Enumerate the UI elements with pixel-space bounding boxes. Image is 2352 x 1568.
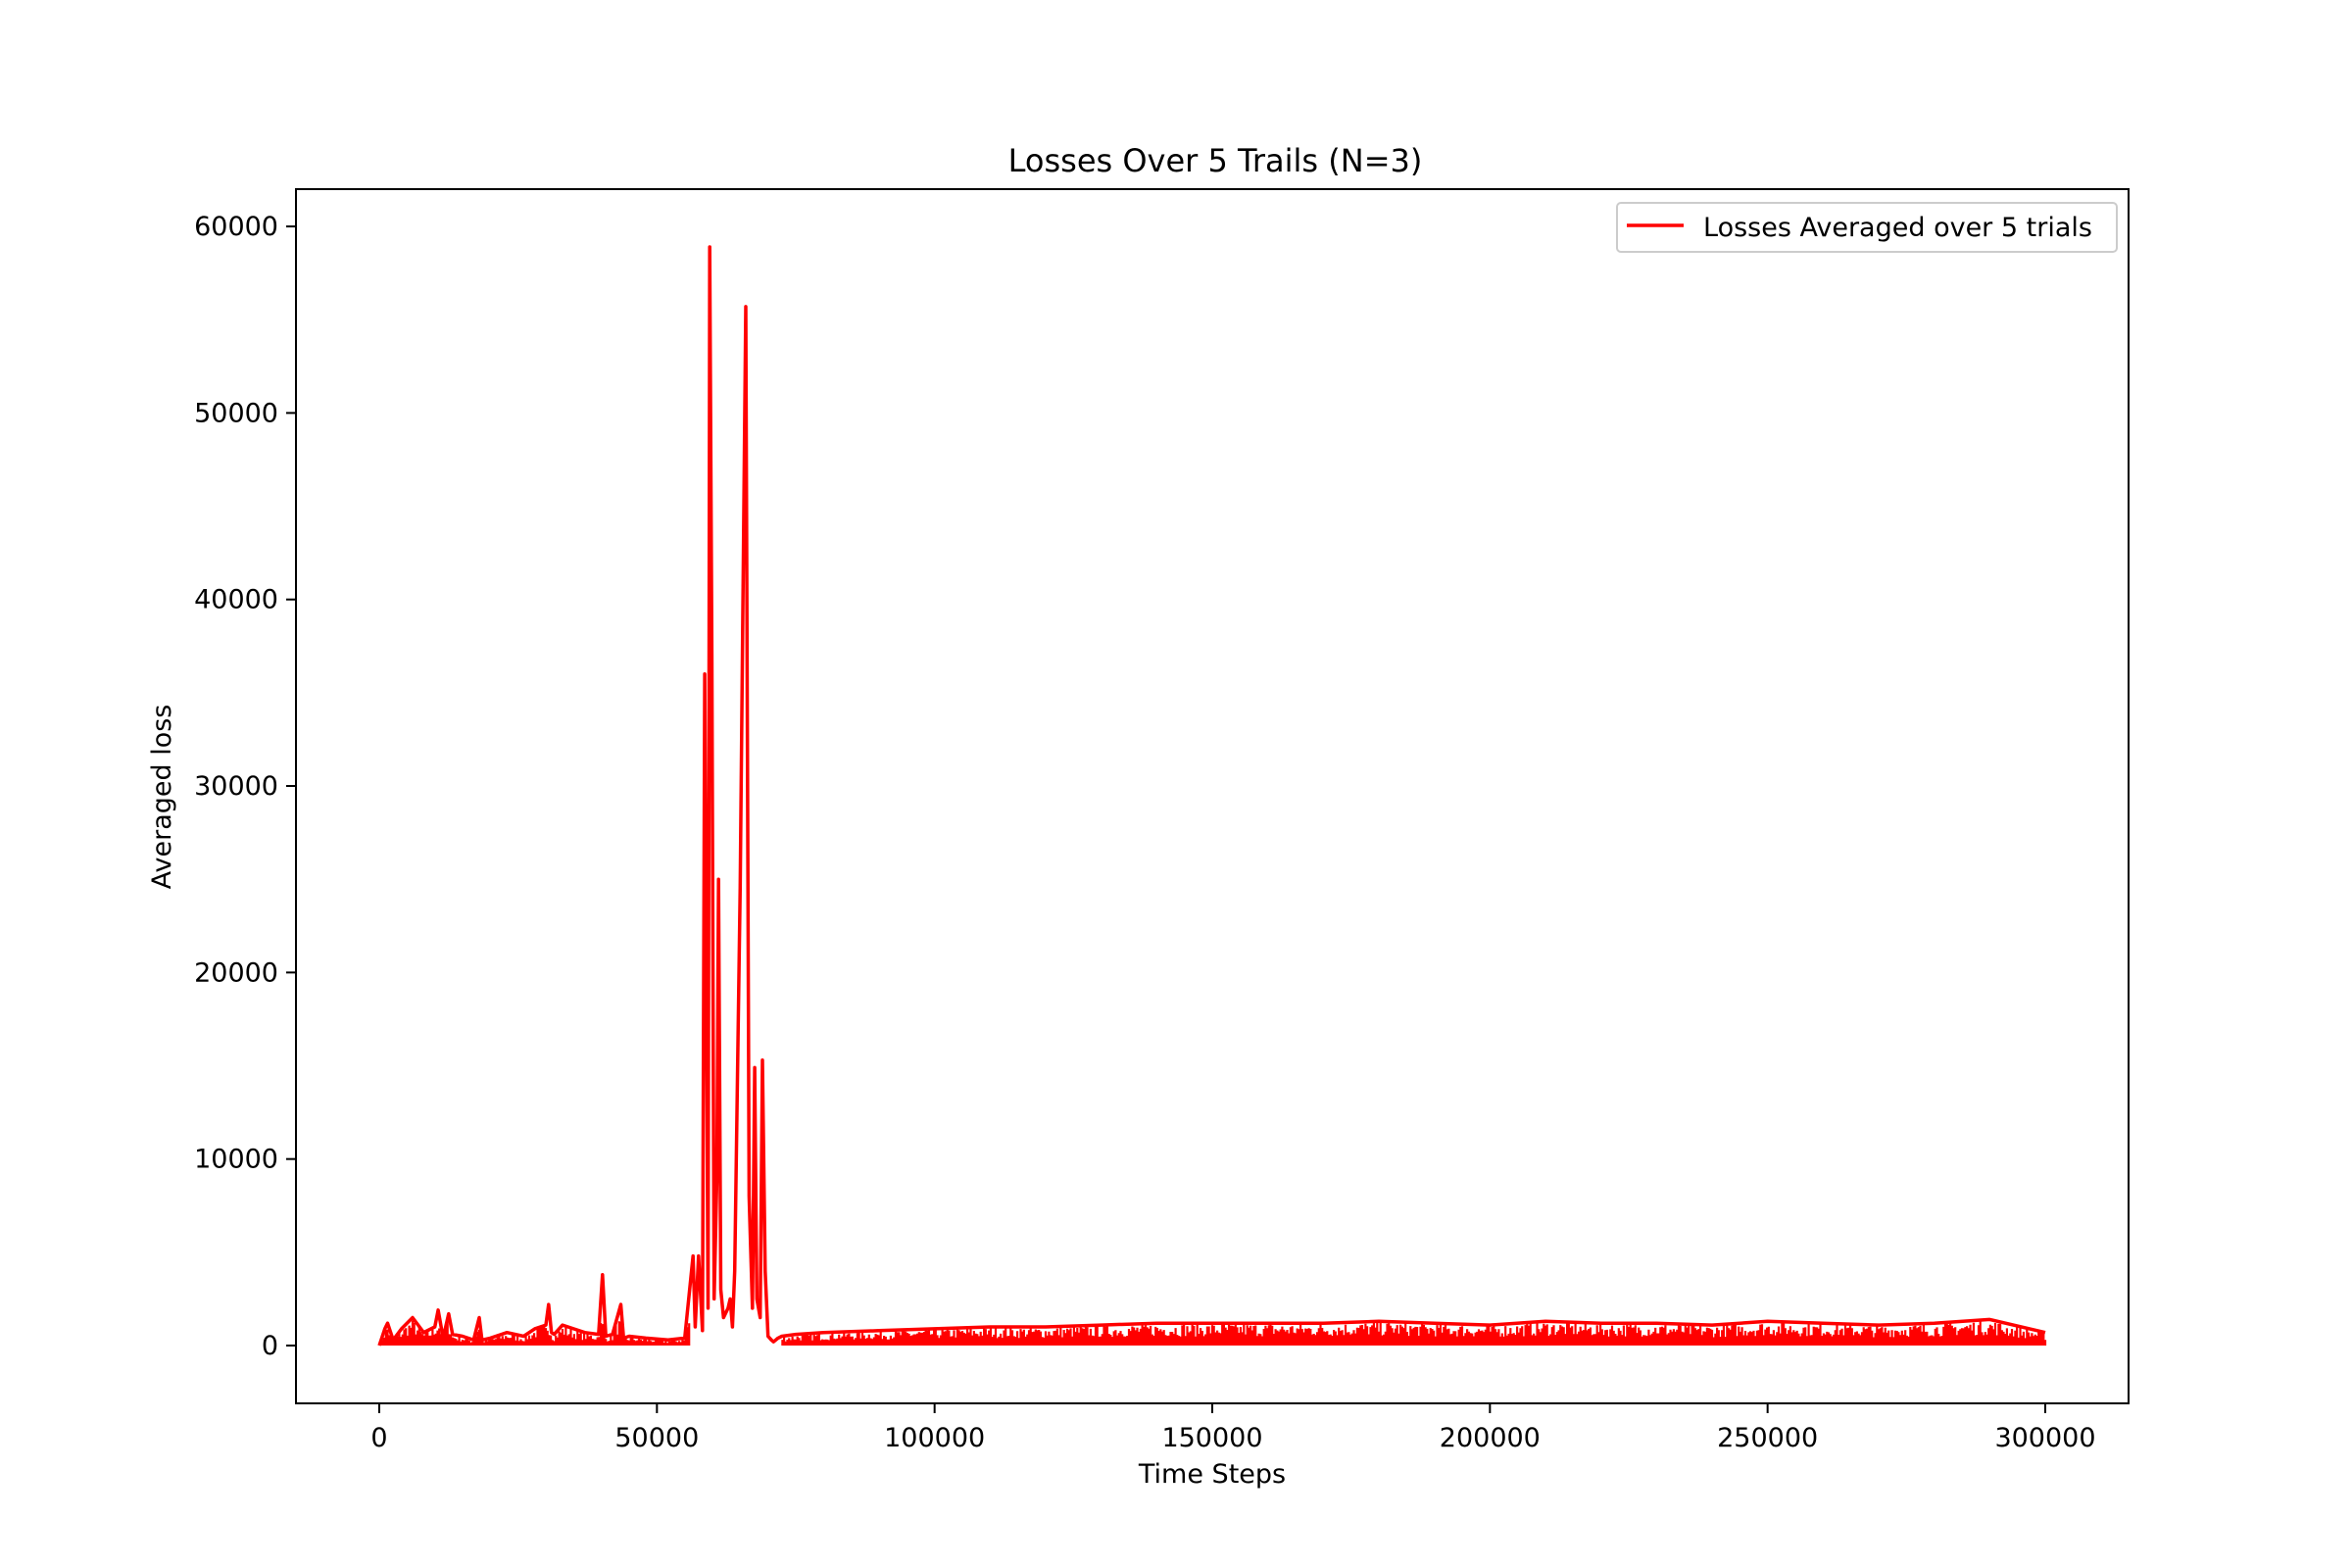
y-tick-label: 60000 bbox=[194, 212, 278, 242]
loss-noise-band bbox=[379, 1320, 2047, 1346]
x-tick-label: 100000 bbox=[884, 1423, 985, 1453]
x-tick-label: 200000 bbox=[1440, 1423, 1541, 1453]
x-tick-label: 300000 bbox=[1994, 1423, 2095, 1453]
legend-label: Losses Averaged over 5 trials bbox=[1703, 213, 2092, 243]
y-tick-label: 40000 bbox=[194, 585, 278, 615]
x-tick-label: 250000 bbox=[1717, 1423, 1818, 1453]
x-tick-label: 50000 bbox=[614, 1423, 699, 1453]
x-tick-label: 0 bbox=[370, 1423, 387, 1453]
chart-title: Losses Over 5 Trails (N=3) bbox=[1008, 142, 1423, 179]
y-tick-label: 30000 bbox=[194, 771, 278, 802]
y-axis-label: Averaged loss bbox=[147, 705, 177, 890]
legend: Losses Averaged over 5 trials bbox=[1616, 202, 2118, 253]
loss-series-line bbox=[377, 245, 2046, 1347]
y-tick-label: 20000 bbox=[194, 957, 278, 988]
data-layer bbox=[377, 245, 2047, 1347]
x-axis-ticks: 0 50000 100000 150000 200000 250000 300000 bbox=[370, 1403, 2096, 1453]
y-tick-label: 10000 bbox=[194, 1145, 278, 1175]
x-tick-label: 150000 bbox=[1161, 1423, 1262, 1453]
loss-noise-path bbox=[379, 1320, 2047, 1346]
y-axis-ticks: 0 10000 20000 30000 40000 50000 60000 bbox=[194, 212, 296, 1361]
y-tick-label: 50000 bbox=[194, 398, 278, 428]
legend-box bbox=[1616, 202, 2118, 253]
x-axis-label: Time Steps bbox=[1138, 1459, 1286, 1490]
y-tick-label: 0 bbox=[262, 1331, 278, 1361]
